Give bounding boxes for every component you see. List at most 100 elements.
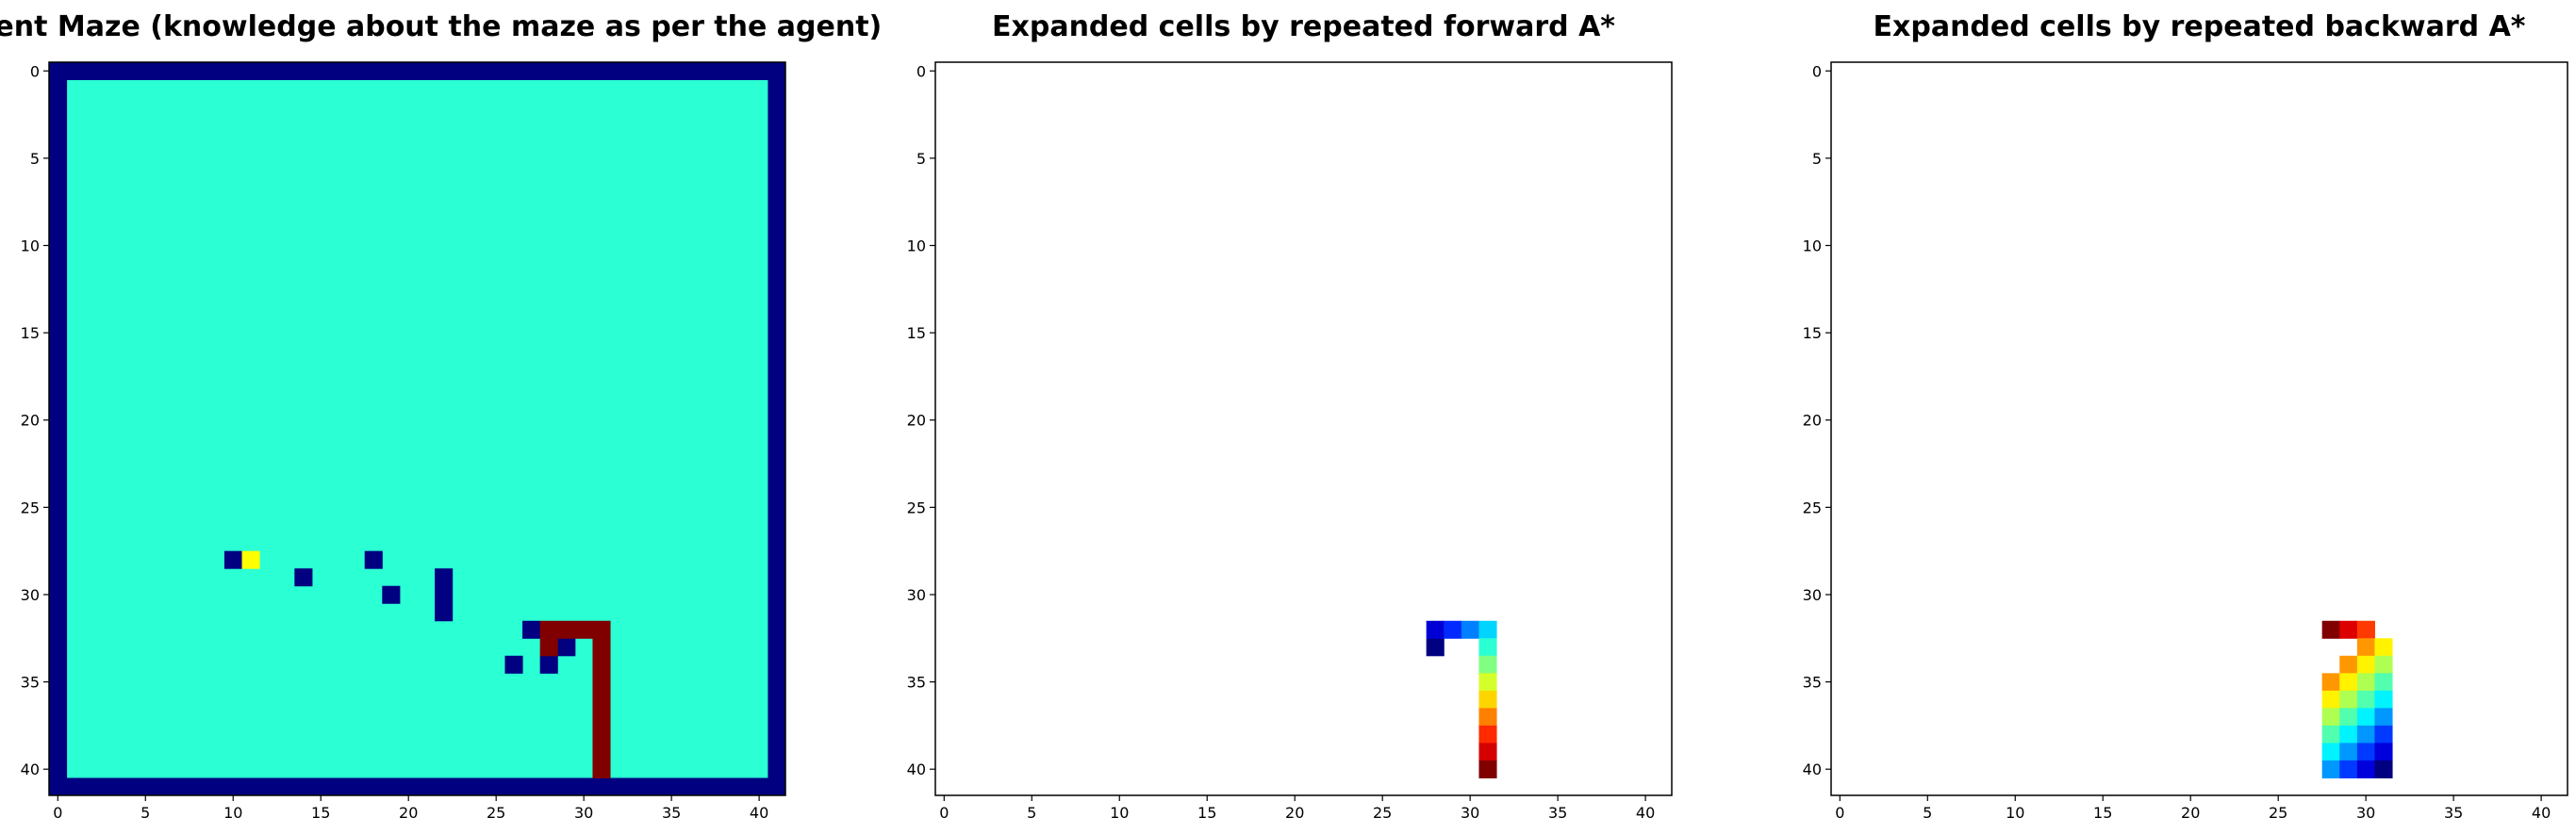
cell	[2374, 760, 2393, 778]
cell	[2356, 673, 2375, 692]
cell	[2356, 620, 2375, 639]
y-tick-label: 15	[1803, 324, 1822, 342]
plot-area	[935, 62, 1672, 795]
cell	[768, 79, 786, 778]
x-tick-label: 20	[1285, 804, 1304, 822]
chart-title: Agent Maze (knowledge about the maze as …	[0, 10, 882, 43]
cell	[2356, 743, 2375, 761]
cell	[1478, 655, 1497, 674]
y-tick-label: 30	[1803, 586, 1822, 604]
y-tick-label: 10	[1803, 237, 1822, 255]
y-tick-label: 25	[1803, 499, 1822, 516]
cell	[2321, 743, 2340, 761]
cell	[2374, 690, 2393, 709]
y-tick-label: 5	[30, 150, 40, 168]
x-tick-label: 40	[750, 804, 768, 822]
x-tick-label: 40	[2532, 804, 2551, 822]
cell	[2339, 655, 2358, 674]
x-tick-label: 10	[1110, 804, 1129, 822]
cell	[557, 638, 576, 657]
y-tick-label: 0	[916, 62, 926, 80]
axes-frame	[1830, 61, 2568, 796]
x-tick-label: 35	[1548, 804, 1567, 822]
cell	[2339, 725, 2358, 744]
cell	[2374, 655, 2393, 674]
cell	[1478, 638, 1497, 657]
x-tick-label: 10	[2006, 804, 2024, 822]
cell	[294, 568, 313, 587]
cell	[2339, 673, 2358, 692]
cell	[1478, 673, 1497, 692]
cell	[1478, 690, 1497, 709]
x-tick-label: 25	[2269, 804, 2287, 822]
y-tick-label: 20	[1803, 412, 1822, 430]
panel: Agent Maze (knowledge about the maze as …	[0, 10, 882, 822]
cell	[241, 550, 260, 569]
cell	[1478, 760, 1497, 778]
y-tick-label: 30	[907, 586, 926, 604]
cell	[539, 638, 558, 657]
cell	[2321, 620, 2340, 639]
cell	[2356, 708, 2375, 727]
cell	[2374, 673, 2393, 692]
cell	[2339, 620, 2358, 639]
y-tick-label: 40	[907, 760, 926, 778]
cell	[49, 777, 786, 796]
cell	[223, 550, 243, 569]
x-tick-label: 40	[1636, 804, 1655, 822]
y-tick-label: 0	[30, 62, 40, 80]
cell	[2374, 725, 2393, 744]
x-tick-label: 25	[487, 804, 505, 822]
y-tick-label: 15	[21, 324, 40, 342]
cell	[2321, 725, 2340, 744]
cell	[2321, 673, 2340, 692]
y-tick-label: 5	[1812, 150, 1822, 168]
y-tick-label: 5	[916, 150, 926, 168]
cell	[382, 585, 401, 604]
x-tick-label: 5	[1027, 804, 1036, 822]
x-tick-label: 30	[574, 804, 593, 822]
x-tick-label: 15	[311, 804, 330, 822]
cell	[1461, 620, 1479, 639]
cell	[2339, 743, 2358, 761]
cell	[2374, 743, 2393, 761]
y-tick-label: 40	[21, 760, 40, 778]
cell	[2339, 690, 2358, 709]
cell	[1478, 620, 1497, 639]
cell	[2356, 760, 2375, 778]
cell	[2356, 638, 2375, 657]
cell	[522, 620, 541, 639]
cell	[2374, 638, 2393, 657]
x-tick-label: 20	[399, 804, 418, 822]
y-tick-label: 15	[907, 324, 926, 342]
chart-title: Expanded cells by repeated backward A*	[1874, 10, 2526, 43]
cell	[539, 620, 611, 639]
x-tick-label: 0	[53, 804, 62, 822]
cell	[539, 655, 558, 674]
x-tick-label: 20	[2181, 804, 2200, 822]
y-tick-label: 10	[907, 237, 926, 255]
cell	[2356, 725, 2375, 744]
cell	[1478, 743, 1497, 761]
cell	[364, 550, 383, 569]
x-tick-label: 15	[2093, 804, 2112, 822]
cell	[2321, 708, 2340, 727]
x-tick-label: 5	[140, 804, 150, 822]
cell	[1426, 620, 1445, 639]
x-tick-label: 25	[1373, 804, 1392, 822]
cell	[2321, 760, 2340, 778]
y-tick-label: 35	[907, 674, 926, 692]
axes-frame	[48, 61, 786, 796]
cell	[435, 568, 454, 622]
y-tick-label: 40	[1803, 760, 1822, 778]
y-tick-label: 10	[21, 237, 40, 255]
cell	[49, 62, 786, 81]
y-tick-label: 20	[907, 412, 926, 430]
x-tick-label: 5	[1923, 804, 1932, 822]
y-tick-label: 20	[21, 412, 40, 430]
cell	[2374, 708, 2393, 727]
cell	[1426, 638, 1445, 657]
x-tick-label: 35	[662, 804, 681, 822]
panel: Expanded cells by repeated forward A* 0 5 1…	[907, 10, 1673, 822]
